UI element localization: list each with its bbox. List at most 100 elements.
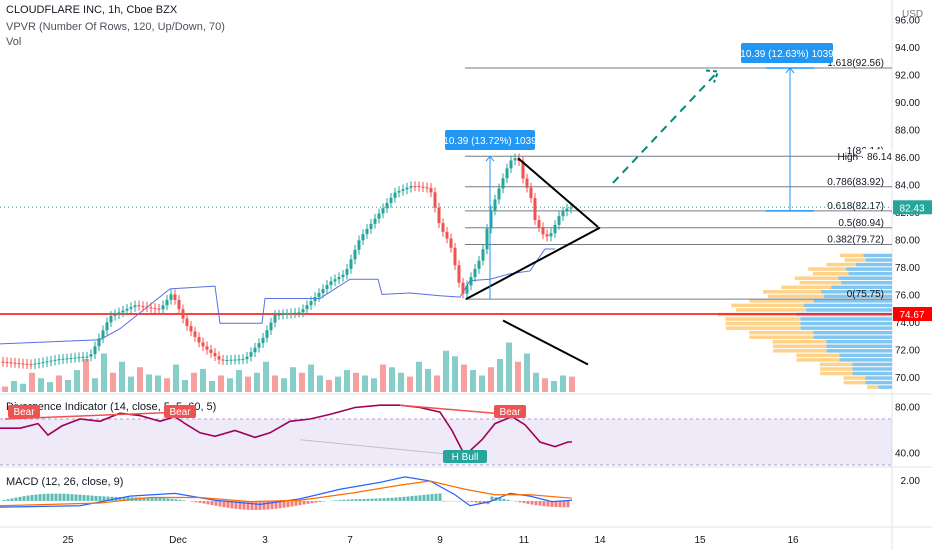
divergence-tag: [8, 405, 40, 418]
candle-body: [57, 359, 61, 361]
macd-histogram-bar: [118, 497, 122, 501]
candle-body: [453, 247, 457, 266]
macd-histogram-bar: [194, 500, 198, 503]
macd-histogram-bar: [242, 500, 246, 510]
candle-body: [197, 336, 201, 343]
macd-histogram-bar: [270, 500, 274, 510]
candle-body: [13, 362, 17, 364]
fib-label: 0.5(80.94): [838, 218, 884, 229]
volume-bar: [542, 378, 548, 392]
macd-histogram-bar: [358, 499, 362, 501]
volume-bar: [569, 376, 575, 392]
candle-body: [209, 349, 213, 353]
macd-histogram-bar: [14, 497, 18, 501]
vpvr-bar-down: [819, 362, 853, 367]
macd-histogram-bar: [182, 500, 186, 501]
vpvr-bar-up: [821, 290, 892, 294]
macd-histogram-bar: [398, 497, 402, 501]
macd-histogram-bar: [534, 500, 538, 506]
candle-body: [221, 359, 225, 361]
macd-histogram-bar: [466, 500, 470, 502]
divergence-tag: [494, 405, 526, 418]
vpvr-bar-down: [731, 303, 804, 308]
macd-histogram-bar: [430, 494, 434, 501]
volume-bar: [11, 381, 17, 392]
vpvr-bar-up: [813, 330, 892, 335]
macd-histogram-bar: [102, 496, 106, 501]
volume-bar: [560, 375, 566, 392]
candle-body: [393, 192, 397, 198]
time-axis-label: 9: [437, 535, 443, 546]
divergence-tag: [164, 405, 196, 418]
price-tick-label: 90.00: [895, 98, 920, 109]
volume-bar: [452, 356, 458, 392]
volume-bar: [65, 379, 71, 392]
candle-body: [313, 297, 317, 302]
macd-histogram-bar: [514, 500, 518, 502]
volume-bar: [92, 378, 98, 392]
macd-histogram-bar: [562, 500, 566, 508]
macd-histogram-bar: [10, 498, 14, 501]
candle-body: [181, 309, 185, 319]
measure-2-box: [741, 43, 833, 63]
macd-histogram-bar: [482, 500, 486, 504]
time-axis-label: 11: [519, 535, 530, 546]
candle-body: [373, 218, 377, 224]
high-label-bg: [862, 149, 892, 164]
candle-body: [521, 161, 525, 179]
measure-1-box: [445, 130, 535, 150]
macd-histogram-bar: [410, 496, 414, 501]
divergence-tick-label: 80.00: [895, 403, 920, 414]
candle-body: [169, 294, 173, 300]
volume-bar: [209, 381, 215, 392]
vol-label: Vol: [6, 36, 22, 48]
vpvr-bar-down: [843, 380, 866, 385]
candle-body: [41, 362, 45, 364]
vpvr-bar-up: [841, 280, 892, 285]
macd-histogram-bar: [334, 500, 338, 501]
vpvr-bar-down: [725, 317, 801, 321]
volume-bar: [443, 350, 449, 392]
macd-histogram-bar: [350, 499, 354, 501]
candle-body: [245, 356, 249, 360]
divergence-tag-label: H Bull: [452, 452, 479, 463]
candle-body: [477, 260, 481, 269]
volume-bar: [83, 359, 89, 392]
measure-2-label: 10.39 (12.63%) 1039: [740, 49, 834, 60]
candle-body: [177, 299, 181, 310]
price-tick-label: 72.00: [895, 346, 920, 357]
time-axis-label: 25: [62, 535, 74, 546]
candle-body: [353, 249, 357, 260]
candle-body: [525, 178, 529, 188]
candle-body: [241, 359, 245, 361]
macd-histogram-bar: [318, 500, 322, 503]
candle-body: [205, 346, 209, 350]
candle-body: [361, 234, 365, 241]
price-tick-label: 78.00: [895, 263, 920, 274]
vpvr-bar-down: [808, 267, 846, 271]
fib-label: 0.786(83.92): [827, 177, 884, 188]
volume-bar: [56, 375, 62, 392]
time-axis-label: 16: [787, 535, 799, 546]
volume-bar: [29, 372, 35, 392]
macd-histogram-bar: [110, 496, 114, 501]
candle-body: [165, 299, 169, 306]
price-tick-label: 86.00: [895, 153, 920, 164]
macd-histogram-bar: [530, 500, 534, 505]
vpvr-bar-down: [839, 253, 864, 258]
vpvr-bar-up: [852, 367, 892, 371]
candle-body: [81, 356, 85, 358]
macd-histogram-bar: [198, 500, 202, 503]
vpvr-bar-up: [826, 349, 892, 353]
volume-bar: [146, 374, 152, 392]
volume-bar: [119, 361, 125, 392]
volume-bar: [470, 370, 476, 392]
candle-body: [29, 364, 33, 366]
macd-histogram-bar: [314, 500, 318, 503]
macd-histogram-bar: [266, 500, 270, 510]
current-price-badge: [893, 200, 932, 215]
volume-bar: [326, 379, 332, 392]
candle-body: [493, 199, 497, 211]
candle-body: [125, 308, 129, 311]
